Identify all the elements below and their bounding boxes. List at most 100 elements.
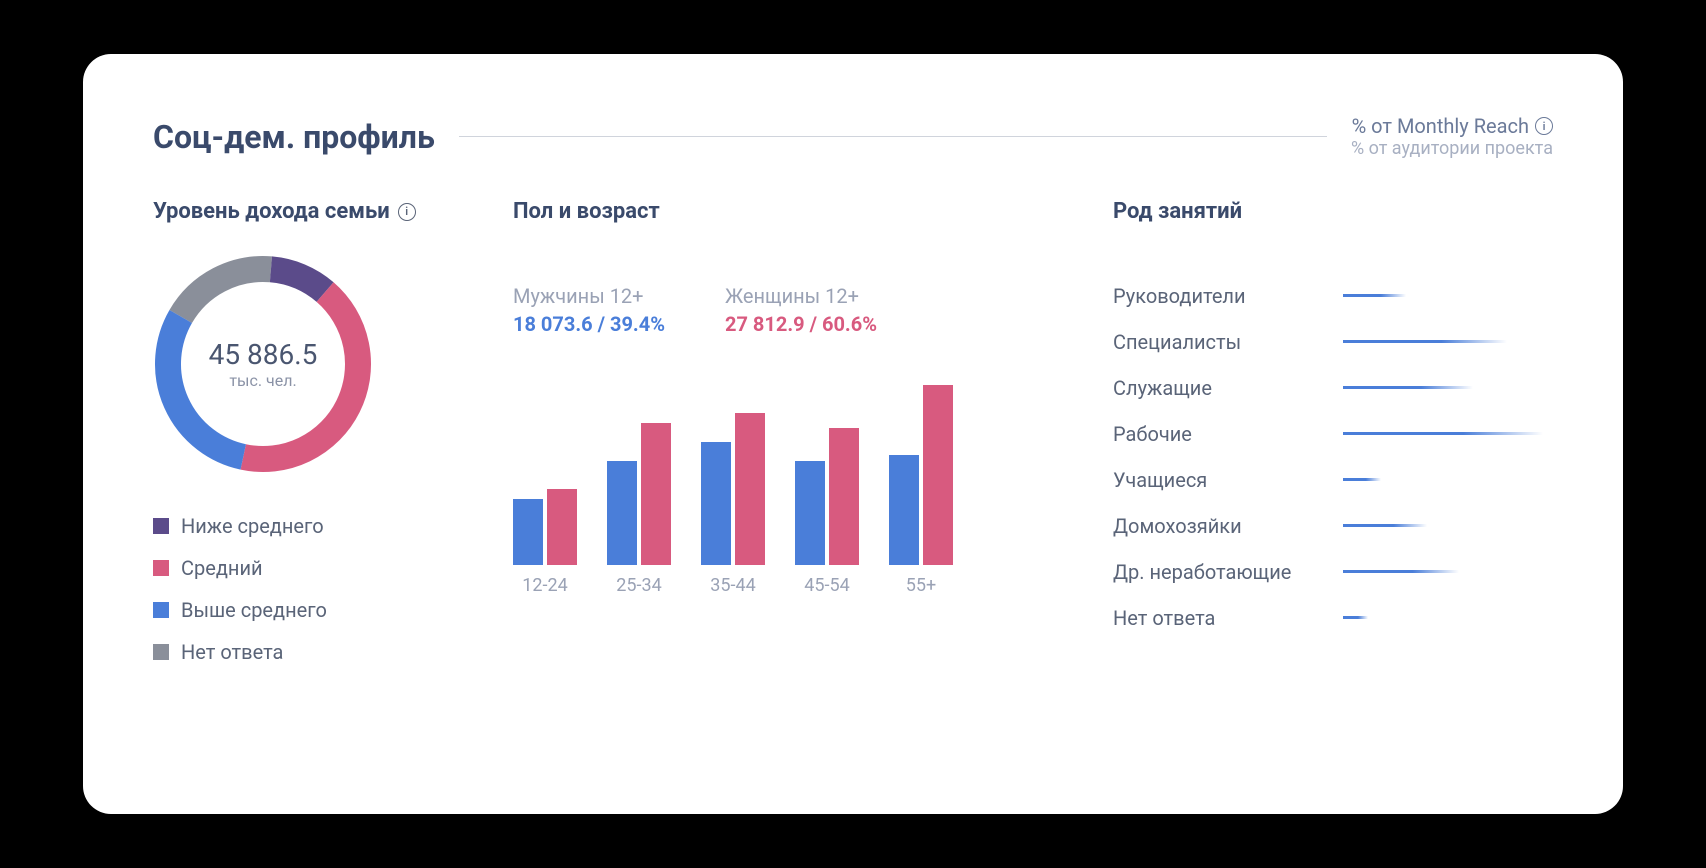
bar-label: 25-34 <box>616 575 661 596</box>
occupation-label: Др. неработающие <box>1113 560 1323 584</box>
occupation-row: Служащие <box>1113 376 1553 400</box>
bar-pair <box>795 375 859 565</box>
occupation-bar-track <box>1343 432 1553 436</box>
occupation-bar <box>1343 432 1543 435</box>
male-label: Мужчины 12+ <box>513 284 665 308</box>
bar-group: 25-34 <box>607 375 671 596</box>
donut-center: 45 886.5 тыс. чел. <box>209 338 318 390</box>
bar-female <box>735 413 765 565</box>
occupation-bar-track <box>1343 386 1553 390</box>
legend-swatch <box>153 644 169 660</box>
bar-label: 12-24 <box>522 575 567 596</box>
legend-label: Ниже среднего <box>181 514 324 538</box>
age-bar-chart: 12-24 25-34 35-44 45-54 55+ <box>513 376 1073 596</box>
legend-label: Средний <box>181 556 263 580</box>
bar-group: 55+ <box>889 375 953 596</box>
occupation-bar-track <box>1343 570 1553 574</box>
occupation-column: Род занятий РуководителиСпециалистыСлужа… <box>1113 199 1553 664</box>
legend-swatch <box>153 602 169 618</box>
header-sub-label: % от аудитории проекта <box>1351 138 1553 159</box>
bar-label: 35-44 <box>710 575 755 596</box>
dashboard-card: Соц-дем. профиль % от Monthly Reach i % … <box>83 54 1623 814</box>
occupation-list: Руководители Специалисты Служащие Рабочие Уч… <box>1113 284 1553 630</box>
occupation-bar <box>1343 616 1368 619</box>
info-icon[interactable]: i <box>1535 117 1553 135</box>
occupation-row: Руководители <box>1113 284 1553 308</box>
donut-segment-no_answer <box>181 269 271 317</box>
legend-item: Выше среднего <box>153 598 473 622</box>
bar-male <box>607 461 637 566</box>
legend-item: Нет ответа <box>153 640 473 664</box>
gender-age-column: Пол и возраст Мужчины 12+ 18 073.6 / 39.… <box>513 199 1073 664</box>
legend-item: Средний <box>153 556 473 580</box>
occupation-row: Домохозяйки <box>1113 514 1553 538</box>
occupation-bar <box>1343 294 1406 297</box>
occupation-bar <box>1343 570 1459 573</box>
header-metric-label: % от Monthly Reach <box>1352 114 1529 138</box>
occupation-label: Домохозяйки <box>1113 514 1323 538</box>
donut-chart: 45 886.5 тыс. чел. <box>153 254 373 474</box>
legend-swatch <box>153 560 169 576</box>
bar-pair <box>701 375 765 565</box>
occupation-row: Специалисты <box>1113 330 1553 354</box>
legend-label: Нет ответа <box>181 640 283 664</box>
income-legend: Ниже среднего Средний Выше среднего Нет отв… <box>153 514 473 664</box>
legend-label: Выше среднего <box>181 598 327 622</box>
male-value: 18 073.6 / 39.4% <box>513 312 665 336</box>
bar-female <box>547 489 577 565</box>
bar-male <box>513 499 543 566</box>
occupation-row: Учащиеся <box>1113 468 1553 492</box>
page-title: Соц-дем. профиль <box>153 118 435 156</box>
occupation-label: Служащие <box>1113 376 1323 400</box>
info-icon[interactable]: i <box>398 203 416 221</box>
income-column: Уровень дохода семьи i 45 886.5 тыс. чел… <box>153 199 473 664</box>
legend-swatch <box>153 518 169 534</box>
header-right: % от Monthly Reach i % от аудитории прое… <box>1351 114 1553 159</box>
header: Соц-дем. профиль % от Monthly Reach i % … <box>153 114 1553 159</box>
female-block: Женщины 12+ 27 812.9 / 60.6% <box>725 284 877 336</box>
occupation-row: Др. неработающие <box>1113 560 1553 584</box>
occupation-label: Учащиеся <box>1113 468 1323 492</box>
occupation-label: Специалисты <box>1113 330 1323 354</box>
bar-female <box>829 428 859 565</box>
gender-age-title: Пол и возраст <box>513 199 1073 224</box>
female-label: Женщины 12+ <box>725 284 877 308</box>
bar-pair <box>889 375 953 565</box>
donut-segment-below_avg <box>271 269 325 292</box>
occupation-label: Нет ответа <box>1113 606 1323 630</box>
occupation-bar-track <box>1343 478 1553 482</box>
bar-label: 55+ <box>906 575 936 596</box>
occupation-bar-track <box>1343 340 1553 344</box>
occupation-bar <box>1343 524 1427 527</box>
occupation-bar <box>1343 478 1381 481</box>
bar-male <box>889 455 919 565</box>
male-block: Мужчины 12+ 18 073.6 / 39.4% <box>513 284 665 336</box>
donut-center-unit: тыс. чел. <box>209 371 318 390</box>
bar-label: 45-54 <box>804 575 849 596</box>
header-divider <box>459 136 1327 137</box>
bar-group: 12-24 <box>513 375 577 596</box>
occupation-bar-track <box>1343 294 1553 298</box>
occupation-label: Руководители <box>1113 284 1323 308</box>
legend-item: Ниже среднего <box>153 514 473 538</box>
occupation-label: Рабочие <box>1113 422 1323 446</box>
bar-group: 45-54 <box>795 375 859 596</box>
occupation-bar <box>1343 386 1473 389</box>
gender-summary: Мужчины 12+ 18 073.6 / 39.4% Женщины 12+… <box>513 284 1073 336</box>
bar-male <box>701 442 731 566</box>
header-metric-row: % от Monthly Reach i <box>1351 114 1553 138</box>
bar-female <box>923 385 953 566</box>
income-title-row: Уровень дохода семьи i <box>153 199 473 224</box>
occupation-row: Рабочие <box>1113 422 1553 446</box>
bar-group: 35-44 <box>701 375 765 596</box>
columns: Уровень дохода семьи i 45 886.5 тыс. чел… <box>153 199 1553 664</box>
occupation-bar-track <box>1343 524 1553 528</box>
donut-center-value: 45 886.5 <box>209 338 318 371</box>
income-title: Уровень дохода семьи <box>153 199 390 224</box>
bar-male <box>795 461 825 566</box>
bar-pair <box>607 375 671 565</box>
female-value: 27 812.9 / 60.6% <box>725 312 877 336</box>
occupation-bar-track <box>1343 616 1553 620</box>
bar-female <box>641 423 671 566</box>
occupation-row: Нет ответа <box>1113 606 1553 630</box>
